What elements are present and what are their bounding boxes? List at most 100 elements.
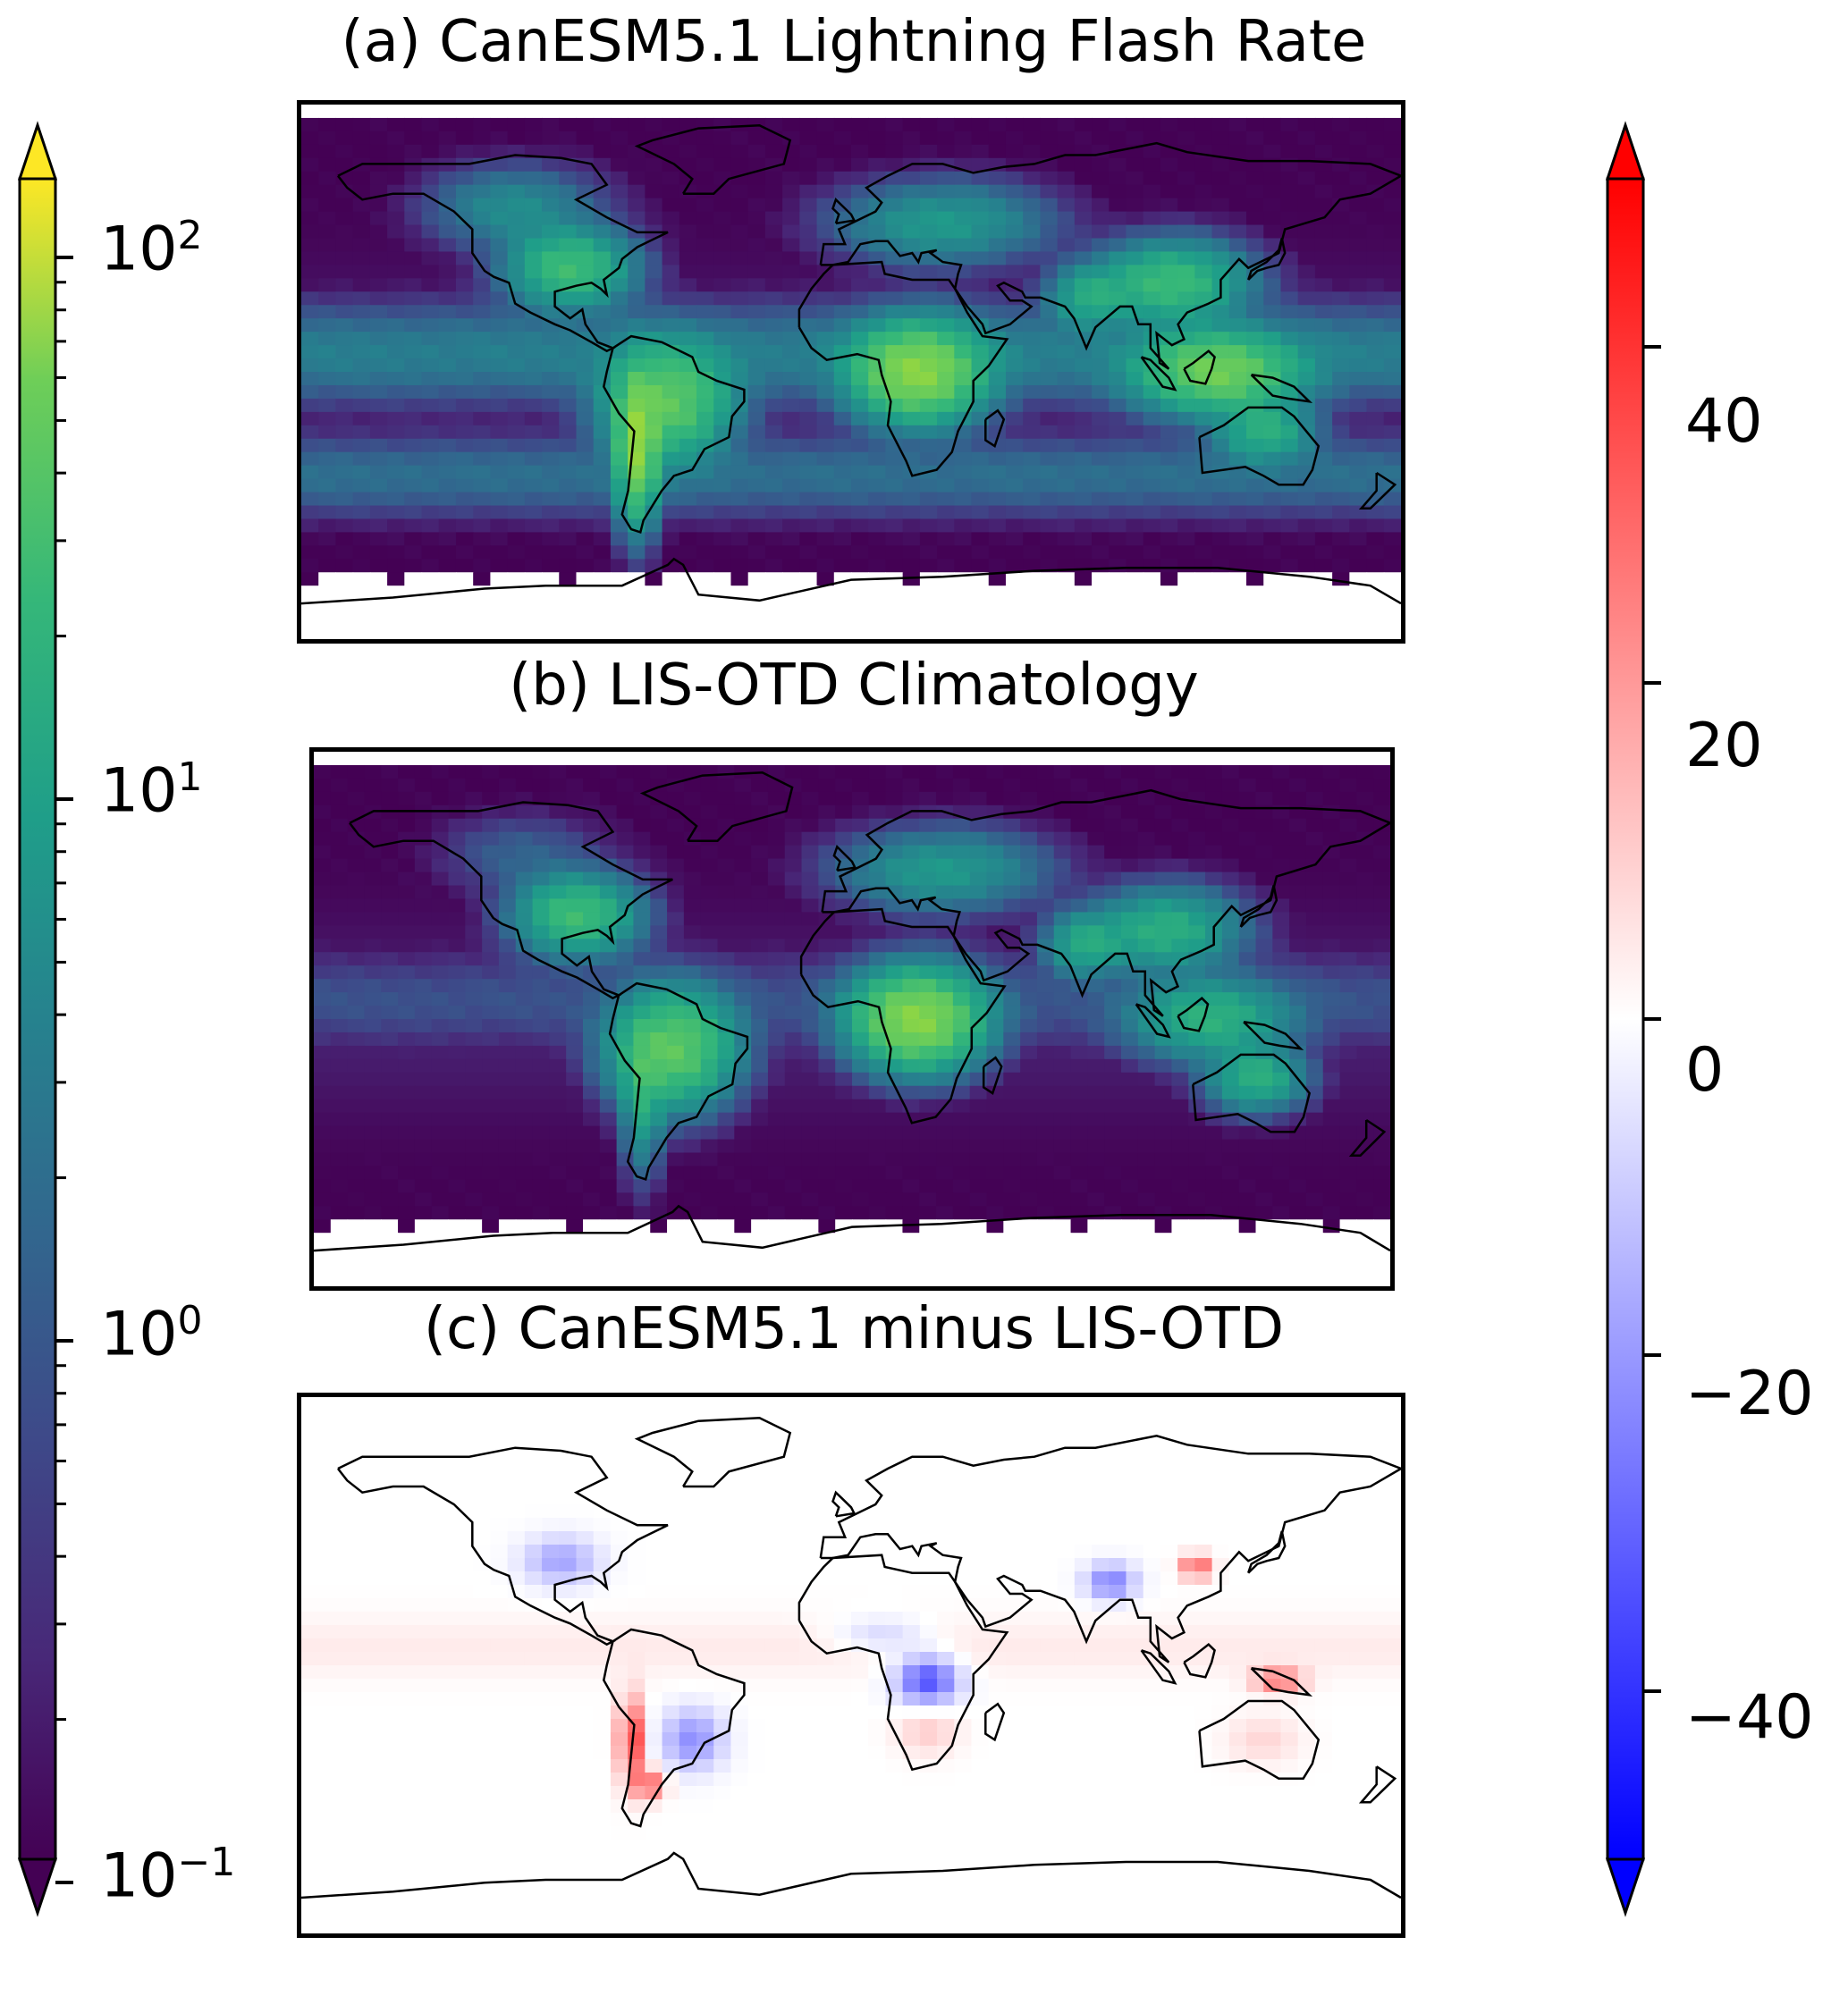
map-cell [1020, 831, 1038, 846]
map-cell [1322, 1139, 1341, 1154]
map-cell [431, 764, 450, 779]
map-cell [696, 599, 714, 613]
map-cell [616, 778, 635, 793]
map-cell [730, 358, 749, 373]
map-cell [1373, 939, 1390, 953]
map-cell [730, 545, 749, 560]
map-cell [414, 1085, 433, 1100]
map-cell [784, 831, 803, 846]
map-cell [885, 532, 904, 546]
map-cell [421, 251, 440, 265]
map-cell [954, 372, 973, 386]
map-cell [318, 238, 337, 253]
map-cell [1297, 171, 1316, 186]
map-cell [616, 1192, 635, 1207]
map-cell [549, 1032, 567, 1047]
map-cell [1188, 804, 1206, 820]
map-cell [717, 752, 735, 766]
map-cell [868, 1006, 887, 1020]
map-cell [730, 345, 749, 359]
map-cell [986, 1019, 1004, 1033]
map-cell [1297, 144, 1316, 159]
map-cell [969, 898, 988, 913]
map-cell [868, 224, 887, 240]
map-cell [1177, 372, 1195, 386]
map-cell [1040, 318, 1059, 333]
map-cell [364, 992, 382, 1006]
map-cell [764, 238, 783, 253]
map-cell [448, 1152, 466, 1167]
map-cell [835, 1139, 853, 1154]
map-cell [301, 144, 319, 159]
map-cell [482, 831, 500, 846]
map-cell [1003, 1112, 1021, 1127]
map-cell [747, 184, 766, 199]
map-cell [937, 559, 955, 573]
map-cell [1040, 492, 1059, 507]
map-cell [1057, 384, 1076, 400]
map-cell [885, 305, 904, 319]
map-cell [398, 898, 416, 913]
map-cell [549, 831, 567, 846]
map-cell [335, 425, 354, 440]
map-cell [1280, 585, 1299, 600]
map-cell [1188, 858, 1206, 873]
map-cell [700, 1112, 719, 1127]
map-cell [734, 1085, 752, 1100]
map-cell [952, 1019, 971, 1033]
map-cell [919, 1233, 937, 1247]
map-cell [1177, 585, 1195, 600]
coastline-antarctica [301, 557, 1401, 605]
map-cell [1109, 492, 1127, 507]
map-cell [662, 384, 680, 400]
map-cell [1160, 345, 1178, 359]
map-cell [599, 992, 618, 1006]
map-cell [679, 332, 697, 346]
map-cell [1332, 612, 1350, 627]
map-cell [628, 265, 646, 279]
map-cell [387, 465, 405, 480]
map-cell [683, 912, 702, 926]
map-cell [1205, 1166, 1223, 1180]
map-cell [1126, 238, 1144, 253]
map-cell [369, 384, 388, 400]
map-cell [616, 872, 635, 887]
map-cell [599, 1045, 618, 1060]
map-cell [566, 1045, 584, 1060]
map-cell [885, 505, 904, 520]
map-cell [515, 1099, 534, 1114]
map-cell [919, 1192, 937, 1207]
map-cell [1280, 492, 1299, 507]
map-cell [1356, 885, 1374, 900]
map-cell [1020, 1139, 1038, 1154]
map-cell [1057, 198, 1076, 213]
map-cell [369, 131, 388, 146]
map-cell [1003, 952, 1021, 966]
map-cell [1057, 131, 1076, 146]
map-cell [868, 398, 887, 413]
map-cell [713, 278, 732, 292]
map-cell [1246, 358, 1264, 373]
map-cell [1211, 211, 1230, 226]
map-cell [498, 952, 517, 966]
map-cell [1053, 1192, 1072, 1207]
map-cell [473, 545, 492, 560]
map-cell [645, 372, 663, 386]
map-cell [818, 898, 836, 913]
map-cell [1221, 778, 1240, 793]
map-cell [919, 332, 938, 346]
map-cell [364, 1219, 382, 1234]
map-cell [734, 898, 752, 913]
map-cell [1057, 318, 1076, 333]
map-cell [1322, 925, 1341, 939]
map-cell [347, 872, 366, 887]
map-cell [1366, 332, 1385, 346]
map-cell [1126, 345, 1144, 359]
map-cell [524, 211, 543, 226]
map-cell [364, 1072, 382, 1087]
map-cell [1074, 372, 1093, 386]
map-cell [969, 1085, 988, 1100]
map-cell [1143, 532, 1161, 546]
map-cell [1238, 1099, 1257, 1114]
panel-b-title: (b) LIS-OTD Climatology [509, 653, 1199, 719]
